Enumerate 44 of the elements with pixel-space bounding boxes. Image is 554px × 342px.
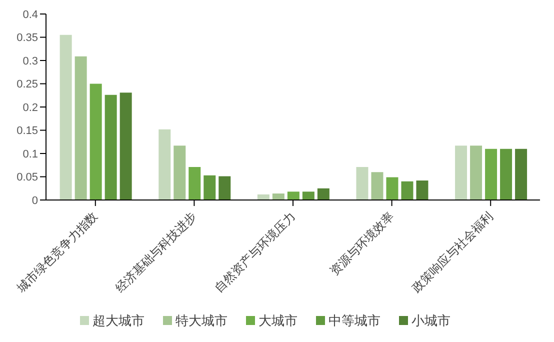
y-tick-label: 0.05 bbox=[16, 172, 38, 184]
bar bbox=[120, 92, 132, 200]
bar bbox=[500, 148, 512, 200]
bar bbox=[218, 176, 231, 200]
bar bbox=[158, 129, 171, 200]
x-tick-label: 政策响应与社会福利 bbox=[409, 209, 496, 296]
bar bbox=[287, 192, 300, 200]
y-tick-label: 0.25 bbox=[16, 78, 38, 91]
bar bbox=[317, 188, 330, 200]
legend-label: 小城市 bbox=[412, 313, 450, 328]
y-tick-label: 0.35 bbox=[16, 32, 38, 44]
y-tick-label: 0.3 bbox=[22, 55, 38, 68]
bar bbox=[188, 166, 201, 200]
bar bbox=[386, 177, 398, 200]
y-tick-label: 0 bbox=[32, 194, 38, 207]
bar bbox=[470, 146, 482, 200]
bar bbox=[455, 146, 468, 200]
bar bbox=[204, 175, 216, 200]
bar bbox=[356, 166, 368, 200]
bar bbox=[515, 148, 528, 200]
y-tick-label: 0.15 bbox=[16, 125, 38, 138]
legend-label: 特大城市 bbox=[176, 313, 228, 328]
bar bbox=[485, 148, 498, 200]
x-tick-label: 城市绿色竞争力指数 bbox=[13, 209, 100, 296]
x-tick-label: 经济基础与科技进步 bbox=[112, 209, 200, 296]
y-tick-label: 0.2 bbox=[22, 102, 38, 114]
bar bbox=[174, 146, 186, 200]
y-tick-label: 0.4 bbox=[22, 8, 38, 21]
bar bbox=[371, 172, 384, 200]
x-tick-label: 资源与环境效率 bbox=[327, 209, 397, 278]
legend-label: 中等城市 bbox=[328, 313, 380, 328]
bar bbox=[60, 34, 72, 200]
legend-label: 超大城市 bbox=[92, 313, 144, 328]
y-tick-label: 0.1 bbox=[22, 148, 38, 160]
bar bbox=[257, 194, 270, 200]
bar bbox=[90, 84, 102, 200]
bar bbox=[401, 181, 414, 200]
bar bbox=[74, 56, 87, 200]
x-tick-label: 自然资产与环境压力 bbox=[212, 209, 298, 296]
bar bbox=[302, 192, 314, 200]
bar bbox=[104, 94, 117, 200]
legend-label: 大城市 bbox=[258, 313, 298, 328]
bar bbox=[416, 180, 428, 200]
bar bbox=[272, 193, 284, 200]
